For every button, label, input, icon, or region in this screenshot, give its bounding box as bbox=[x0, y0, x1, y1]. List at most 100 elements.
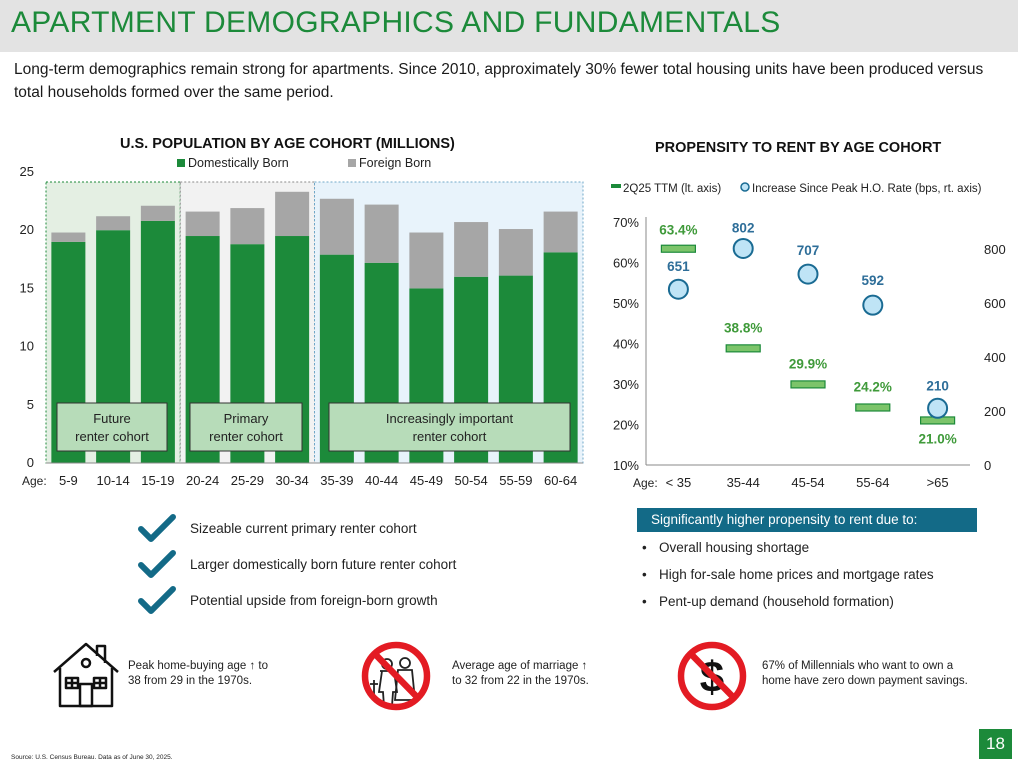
bar-segment bbox=[543, 211, 578, 253]
fact-down-payment: 67% of Millennials who want to own a hom… bbox=[762, 659, 968, 689]
bar-segment bbox=[96, 216, 131, 231]
cohort-label: Increasingly important bbox=[386, 411, 514, 426]
x-tick-label: 40-44 bbox=[365, 473, 398, 488]
circle-data-label: 802 bbox=[732, 220, 755, 235]
x-tick-label: 45-49 bbox=[410, 473, 443, 488]
checklist-label: Potential upside from foreign-born growt… bbox=[190, 592, 438, 608]
y-right-tick-label: 800 bbox=[984, 242, 1006, 257]
x-tick-label: 50-54 bbox=[455, 473, 488, 488]
bar-segment bbox=[51, 232, 86, 242]
y-tick-label: 5 bbox=[27, 397, 34, 412]
y-left-tick-label: 70% bbox=[613, 215, 639, 230]
checkmark-icon bbox=[138, 550, 176, 578]
circle-marker bbox=[797, 263, 819, 285]
y-tick-label: 15 bbox=[20, 280, 34, 295]
fact-line: Average age of marriage ↑ bbox=[452, 660, 588, 672]
page-title: APARTMENT DEMOGRAPHICS AND FUNDAMENTALS bbox=[11, 6, 781, 39]
checkmark-icon bbox=[138, 514, 176, 542]
y-tick-label: 25 bbox=[20, 164, 34, 179]
dash-data-label: 24.2% bbox=[854, 379, 892, 394]
dash-marker bbox=[790, 380, 826, 389]
bar-segment bbox=[185, 211, 220, 237]
dash-data-label: 38.8% bbox=[724, 320, 762, 335]
x-tick-label: 20-24 bbox=[186, 473, 219, 488]
y-left-tick-label: 50% bbox=[613, 296, 639, 311]
fact-line: home have zero down payment savings. bbox=[762, 675, 968, 687]
y-left-tick-label: 30% bbox=[613, 377, 639, 392]
x-tick-label: 35-39 bbox=[320, 473, 353, 488]
cohort-box bbox=[328, 402, 571, 452]
circle-data-label: 651 bbox=[667, 259, 690, 274]
x-tick-label: 15-19 bbox=[141, 473, 174, 488]
legend-swatch bbox=[611, 184, 621, 188]
circle-marker bbox=[862, 294, 884, 316]
x-tick-label: 10-14 bbox=[97, 473, 130, 488]
fact-line: 67% of Millennials who want to own a bbox=[762, 660, 954, 672]
fact-line: 38 from 29 in the 1970s. bbox=[128, 675, 253, 687]
reason-item: Pent-up demand (household formation) bbox=[642, 594, 894, 609]
y-left-tick-label: 10% bbox=[613, 458, 639, 473]
checklist-item: Potential upside from foreign-born growt… bbox=[138, 586, 438, 614]
x-tick-label: 35-44 bbox=[727, 475, 760, 490]
y-right-tick-label: 600 bbox=[984, 296, 1006, 311]
circle-data-label: 707 bbox=[797, 243, 820, 258]
dash-data-label: 21.0% bbox=[918, 431, 956, 446]
fact-line: Peak home-buying age ↑ to bbox=[128, 660, 269, 672]
y-tick-label: 10 bbox=[20, 339, 34, 354]
dash-marker bbox=[725, 344, 761, 353]
dash-data-label: 63.4% bbox=[659, 223, 697, 238]
y-right-tick-label: 200 bbox=[984, 404, 1006, 419]
footer-source: Source: U.S. Census Bureau. Data as of J… bbox=[11, 754, 173, 761]
bar-segment bbox=[140, 205, 175, 221]
x-axis-label: Age: bbox=[633, 476, 658, 490]
intro-text: Long-term demographics remain strong for… bbox=[14, 61, 984, 101]
legend-label: Foreign Born bbox=[359, 156, 431, 170]
no-money-icon: $ bbox=[677, 641, 747, 711]
fact-homebuying: Peak home-buying age ↑ to 38 from 29 in … bbox=[128, 659, 268, 689]
x-tick-label: >65 bbox=[927, 475, 949, 490]
cohort-label: Primary bbox=[224, 411, 269, 426]
fact-line: to 32 from 22 in the 1970s. bbox=[452, 675, 589, 687]
fact-marriage: Average age of marriage ↑ to 32 from 22 … bbox=[452, 659, 589, 689]
legend-label: Domestically Born bbox=[188, 156, 289, 170]
x-tick-label: 45-54 bbox=[791, 475, 824, 490]
cohort-box bbox=[189, 402, 303, 452]
x-tick-label: 55-64 bbox=[856, 475, 889, 490]
propensity-chart: 2Q25 TTM (lt. axis) Increase Since Peak H… bbox=[611, 182, 1006, 490]
dash-data-label: 29.9% bbox=[789, 356, 827, 371]
bar-segment bbox=[409, 232, 444, 289]
y-tick-label: 20 bbox=[20, 222, 34, 237]
legend-swatch bbox=[740, 182, 750, 192]
population-chart-title: U.S. POPULATION BY AGE COHORT (MILLIONS) bbox=[120, 136, 455, 152]
title-bar bbox=[0, 0, 1018, 52]
y-left-tick-label: 60% bbox=[613, 256, 639, 271]
cohort-box bbox=[56, 402, 168, 452]
checklist-item: Sizeable current primary renter cohort bbox=[138, 514, 417, 542]
x-tick-label: 55-59 bbox=[499, 473, 532, 488]
propensity-chart-title: PROPENSITY TO RENT BY AGE COHORT bbox=[655, 140, 942, 156]
bar-segment bbox=[454, 222, 489, 277]
reason-item: Overall housing shortage bbox=[642, 540, 809, 555]
reasons-header: Significantly higher propensity to rent … bbox=[637, 508, 977, 532]
checklist-label: Sizeable current primary renter cohort bbox=[190, 520, 417, 536]
x-tick-label: 5-9 bbox=[59, 473, 78, 488]
cohort-label: renter cohort bbox=[413, 429, 487, 444]
x-axis-label: Age: bbox=[22, 474, 47, 488]
circle-marker bbox=[667, 278, 689, 300]
cohort-label: Future bbox=[93, 411, 131, 426]
y-left-tick-label: 20% bbox=[613, 418, 639, 433]
reason-item: High for-sale home prices and mortgage r… bbox=[642, 567, 934, 582]
bar-segment bbox=[230, 208, 265, 245]
population-chart: Domestically Born Foreign Born 0 5 10 15 20 25 5… bbox=[20, 156, 584, 488]
checklist-item: Larger domestically born future renter c… bbox=[138, 550, 456, 578]
checklist-label: Larger domestically born future renter c… bbox=[190, 556, 457, 572]
x-tick-label: 60-64 bbox=[544, 473, 577, 488]
legend-label: Increase Since Peak H.O. Rate (bps, rt. … bbox=[752, 183, 982, 195]
circle-marker bbox=[732, 237, 754, 259]
bar-segment bbox=[319, 198, 354, 255]
y-right-tick-label: 400 bbox=[984, 350, 1006, 365]
cohort-label: renter cohort bbox=[209, 429, 283, 444]
y-left-tick-label: 40% bbox=[613, 337, 639, 352]
bar-segment bbox=[498, 229, 533, 276]
legend-swatch bbox=[177, 159, 185, 167]
